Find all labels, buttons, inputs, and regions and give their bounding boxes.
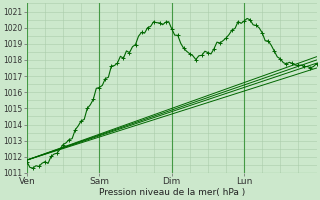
- X-axis label: Pression niveau de la mer( hPa ): Pression niveau de la mer( hPa ): [99, 188, 245, 197]
